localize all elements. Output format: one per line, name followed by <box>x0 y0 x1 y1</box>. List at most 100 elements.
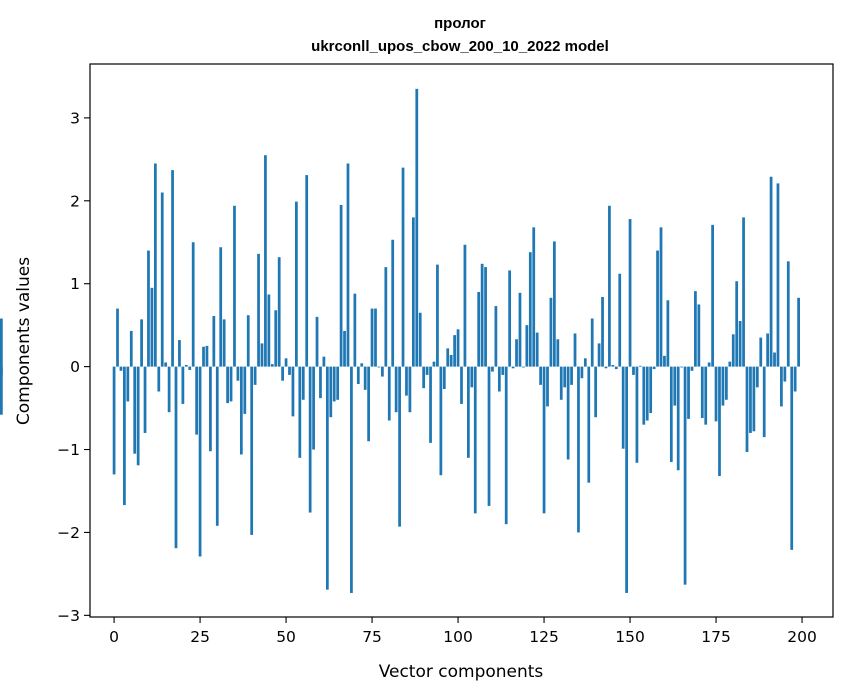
bar-2 <box>119 366 123 371</box>
bar-191 <box>769 176 773 367</box>
bar-70 <box>353 293 357 367</box>
bar-54 <box>298 366 302 458</box>
bar-24 <box>195 366 199 435</box>
x-tick-label: 175 <box>701 628 731 646</box>
bar-184 <box>745 366 749 453</box>
x-axis-ticks: 0 25 50 75 100 125 150 175 200 <box>109 617 817 646</box>
bar-74 <box>367 366 370 442</box>
bar-157 <box>652 366 656 370</box>
bar-119 <box>522 366 525 368</box>
bar-27 <box>205 345 209 367</box>
bar-175 <box>714 366 718 422</box>
bar-57 <box>308 366 312 513</box>
bar-75 <box>370 308 374 367</box>
bar-80 <box>387 366 391 421</box>
bar-98 <box>449 355 453 367</box>
y-axis-label: Components values <box>14 257 34 425</box>
bar-61 <box>322 356 326 367</box>
x-tick-label: 25 <box>190 628 210 646</box>
bar-111 <box>494 306 498 367</box>
bar-194 <box>780 366 783 407</box>
bar-165 <box>680 366 684 368</box>
bar-101 <box>460 366 463 404</box>
bar-76 <box>374 308 377 367</box>
x-tick-label: 0 <box>109 628 119 646</box>
x-tick-label: 125 <box>529 628 559 646</box>
bar-29 <box>212 316 216 367</box>
bar-45 <box>267 294 271 367</box>
bar-18 <box>174 366 178 549</box>
y-tick-label: 1 <box>70 275 80 293</box>
bar-67 <box>343 330 346 367</box>
bar-9 <box>143 366 147 433</box>
bar-66 <box>339 204 343 367</box>
bar-136 <box>580 366 584 379</box>
bar-124 <box>539 366 542 385</box>
bar-51 <box>288 366 291 375</box>
bar-13 <box>157 366 161 392</box>
bar-171 <box>700 366 704 419</box>
bar-8 <box>140 319 143 367</box>
bar-113 <box>501 366 505 375</box>
bar-33 <box>226 366 229 404</box>
bar-44 <box>264 155 267 367</box>
bar-176 <box>718 366 721 477</box>
bar-6 <box>133 366 137 454</box>
y-tick-label: −2 <box>57 524 80 542</box>
x-tick-label: 150 <box>615 628 645 646</box>
y-axis-ticks: −3 −2 −1 0 1 2 3 <box>57 109 90 625</box>
bar-47 <box>274 310 278 367</box>
bar-106 <box>477 292 481 367</box>
bar-159 <box>659 227 663 367</box>
y-tick-label: −3 <box>57 607 80 625</box>
bar-21 <box>184 364 188 367</box>
bar-0 <box>112 366 116 475</box>
bar-198 <box>793 366 797 392</box>
bar-undefined <box>0 318 3 367</box>
bar-86 <box>408 366 412 413</box>
bar-128 <box>553 241 556 367</box>
bar-161 <box>666 300 670 367</box>
bar-23 <box>191 242 195 367</box>
bar-179 <box>728 361 732 367</box>
bar-43 <box>260 343 264 367</box>
bar-69 <box>350 366 353 593</box>
bar-189 <box>762 366 766 438</box>
bar-169 <box>694 291 697 367</box>
bar-90 <box>422 366 426 389</box>
bar-185 <box>749 366 752 433</box>
bar-53 <box>295 201 298 367</box>
bar-58 <box>312 366 315 450</box>
bar-102 <box>463 244 467 367</box>
bar-117 <box>515 339 518 367</box>
bar-95 <box>439 366 443 476</box>
bars-group <box>0 88 800 593</box>
bar-133 <box>570 366 573 385</box>
bar-60 <box>319 366 322 399</box>
bar-20 <box>181 366 185 404</box>
bar-131 <box>563 366 567 388</box>
bar-174 <box>711 224 714 367</box>
bar-162 <box>669 366 673 462</box>
bar-31 <box>219 247 223 367</box>
bar-168 <box>690 366 694 371</box>
bar-28 <box>209 366 212 452</box>
bar-64 <box>332 366 336 402</box>
bar-62 <box>325 366 329 590</box>
bar-83 <box>398 366 401 527</box>
bar-22 <box>188 366 192 370</box>
bar-177 <box>721 366 725 406</box>
bar-172 <box>704 366 708 425</box>
bar-96 <box>442 366 446 390</box>
bar-146 <box>614 366 618 370</box>
bar-141 <box>597 343 601 367</box>
bar-73 <box>363 366 367 390</box>
bar-46 <box>270 364 274 367</box>
bar-77 <box>377 366 381 368</box>
bar-120 <box>525 325 529 367</box>
bar-49 <box>281 366 284 381</box>
bar-12 <box>153 163 157 367</box>
bar-17 <box>171 170 174 367</box>
bar-183 <box>742 217 745 367</box>
bar-35 <box>233 205 236 367</box>
